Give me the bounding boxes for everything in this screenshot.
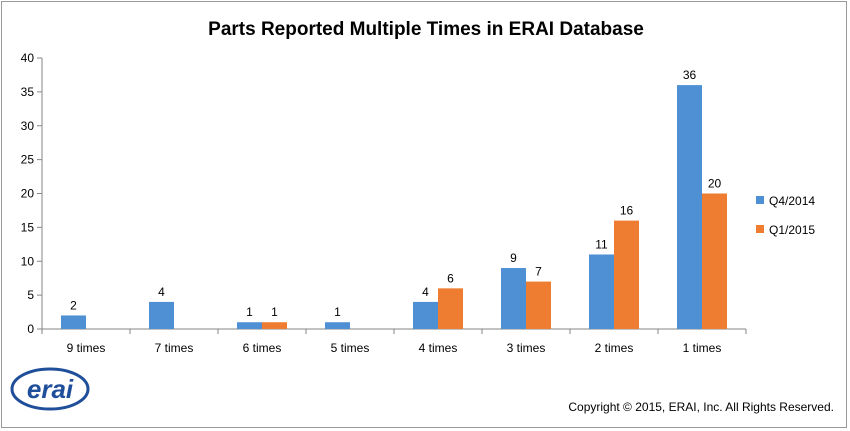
bar xyxy=(438,288,463,329)
data-label: 20 xyxy=(708,177,722,191)
x-tick-label: 5 times xyxy=(331,341,370,355)
x-tick-label: 3 times xyxy=(507,341,546,355)
y-tick-label: 35 xyxy=(21,85,35,99)
legend-label: Q4/2014 xyxy=(769,194,815,208)
y-tick-label: 5 xyxy=(27,288,34,302)
erai-logo: erai xyxy=(10,367,90,411)
bars xyxy=(61,85,727,329)
legend: Q4/2014 Q1/2015 xyxy=(756,194,815,237)
data-label: 1 xyxy=(271,305,278,319)
copyright-text: Copyright © 2015, ERAI, Inc. All Rights … xyxy=(568,400,834,414)
y-tick-label: 25 xyxy=(21,153,35,167)
bar xyxy=(262,322,287,329)
bar xyxy=(149,301,174,329)
x-tick-label: 6 times xyxy=(243,341,282,355)
data-label: 11 xyxy=(595,237,608,251)
x-tick-label: 4 times xyxy=(419,341,458,355)
data-label: 9 xyxy=(510,251,517,265)
y-tick-label: 30 xyxy=(21,119,35,133)
data-label: 36 xyxy=(683,68,697,82)
y-tick-label: 0 xyxy=(27,322,34,336)
y-tick-label: 15 xyxy=(21,220,35,234)
x-tick-label: 2 times xyxy=(595,341,634,355)
bar xyxy=(413,301,438,329)
y-tick-label: 10 xyxy=(21,254,35,268)
bar xyxy=(501,268,526,329)
data-label: 1 xyxy=(334,305,341,319)
data-label: 6 xyxy=(447,271,454,285)
x-tick-label: 7 times xyxy=(155,341,194,355)
x-tick-label: 9 times xyxy=(67,341,106,355)
bar xyxy=(702,193,727,329)
data-label: 7 xyxy=(535,265,542,279)
bar xyxy=(677,85,702,329)
legend-swatch xyxy=(756,225,764,233)
bar xyxy=(237,322,262,329)
y-axis: 0 5 10 15 20 25 30 35 40 xyxy=(21,51,43,336)
bar xyxy=(61,315,86,329)
bar xyxy=(589,254,614,329)
bar xyxy=(325,322,350,329)
y-tick-label: 40 xyxy=(21,51,35,65)
chart-title: Parts Reported Multiple Times in ERAI Da… xyxy=(208,19,644,40)
data-label: 4 xyxy=(158,285,165,299)
data-label: 4 xyxy=(422,285,429,299)
logo-text: erai xyxy=(27,374,74,404)
legend-swatch xyxy=(756,196,764,204)
data-label: 1 xyxy=(246,305,253,319)
x-tick-label: 1 times xyxy=(683,341,722,355)
logo-ring-icon xyxy=(10,367,90,411)
legend-label: Q1/2015 xyxy=(769,223,815,237)
x-axis: 9 times 7 times 6 times 5 times 4 times 3 tim… xyxy=(41,328,747,355)
bar xyxy=(614,220,639,329)
data-label: 16 xyxy=(620,204,634,218)
y-tick-label: 20 xyxy=(21,187,35,201)
data-label: 2 xyxy=(70,298,77,312)
bar xyxy=(526,281,551,329)
